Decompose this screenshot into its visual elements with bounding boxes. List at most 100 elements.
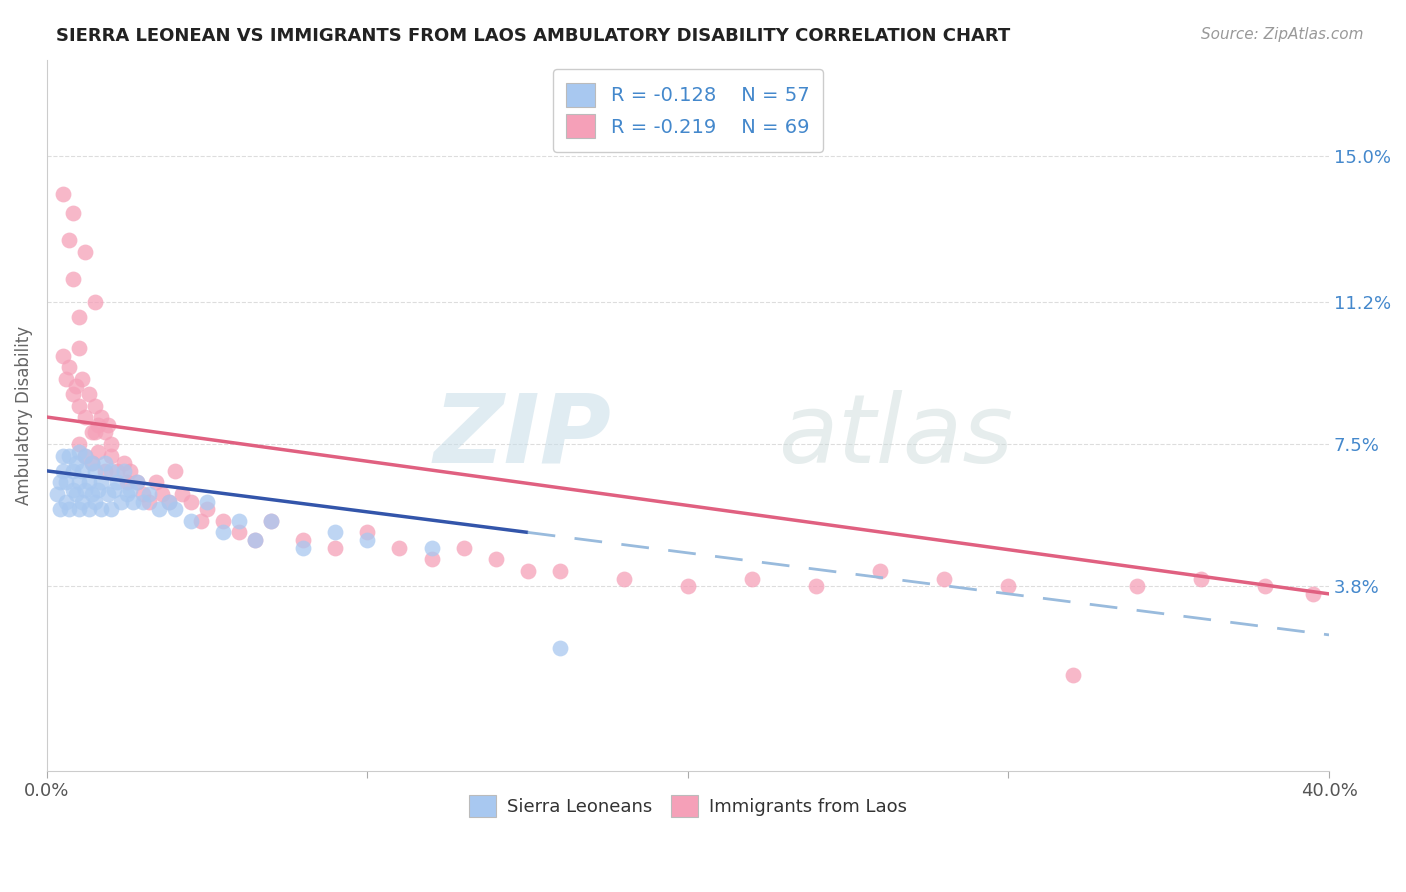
Point — [70, 371, 93, 385]
Point — [75, 244, 97, 259]
Point — [100, 449, 122, 463]
Point — [75, 449, 97, 463]
Point — [84, 399, 107, 413]
Point — [67, 502, 90, 516]
Point — [100, 437, 122, 451]
Point — [65, 379, 87, 393]
Point — [80, 456, 103, 470]
Point — [70, 464, 93, 478]
Point — [112, 464, 135, 478]
Point — [195, 502, 218, 516]
Point — [212, 525, 235, 540]
Point — [132, 487, 155, 501]
Point — [157, 494, 180, 508]
Point — [77, 475, 100, 490]
Point — [356, 533, 378, 547]
Point — [453, 541, 475, 555]
Point — [115, 487, 138, 501]
Point — [1062, 667, 1084, 681]
Point — [122, 494, 145, 508]
Point — [58, 502, 80, 516]
Point — [75, 410, 97, 425]
Point — [90, 475, 112, 490]
Point — [67, 444, 90, 458]
Point — [245, 533, 267, 547]
Point — [228, 514, 250, 528]
Point — [90, 410, 112, 425]
Point — [100, 502, 122, 516]
Point — [112, 456, 135, 470]
Point — [70, 494, 93, 508]
Point — [77, 502, 100, 516]
Point — [107, 475, 129, 490]
Point — [125, 475, 148, 490]
Point — [84, 294, 107, 309]
Point — [548, 564, 571, 578]
Point — [48, 475, 70, 490]
Point — [934, 572, 956, 586]
Point — [292, 533, 315, 547]
Point — [676, 579, 699, 593]
Point — [55, 475, 77, 490]
Point — [84, 464, 107, 478]
Point — [869, 564, 891, 578]
Point — [165, 464, 187, 478]
Point — [157, 494, 180, 508]
Text: Source: ZipAtlas.com: Source: ZipAtlas.com — [1201, 27, 1364, 42]
Point — [65, 487, 87, 501]
Point — [420, 541, 443, 555]
Point — [67, 341, 90, 355]
Point — [67, 475, 90, 490]
Point — [55, 371, 77, 385]
Text: SIERRA LEONEAN VS IMMIGRANTS FROM LAOS AMBULATORY DISABILITY CORRELATION CHART: SIERRA LEONEAN VS IMMIGRANTS FROM LAOS A… — [56, 27, 1011, 45]
Point — [260, 514, 283, 528]
Point — [1302, 587, 1324, 601]
Point — [420, 552, 443, 566]
Point — [292, 541, 315, 555]
Point — [997, 579, 1019, 593]
Point — [87, 417, 110, 432]
Point — [1125, 579, 1147, 593]
Point — [52, 187, 75, 202]
Point — [195, 494, 218, 508]
Point — [150, 487, 173, 501]
Point — [87, 444, 110, 458]
Point — [125, 475, 148, 490]
Point — [613, 572, 636, 586]
Text: atlas: atlas — [778, 390, 1012, 483]
Point — [75, 483, 97, 497]
Point — [228, 525, 250, 540]
Point — [48, 502, 70, 516]
Point — [52, 349, 75, 363]
Point — [180, 514, 202, 528]
Point — [138, 494, 160, 508]
Point — [1254, 579, 1277, 593]
Point — [138, 487, 160, 501]
Point — [356, 525, 378, 540]
Point — [62, 271, 84, 285]
Point — [97, 487, 120, 501]
Point — [120, 483, 142, 497]
Point — [58, 360, 80, 375]
Point — [45, 487, 67, 501]
Point — [325, 525, 347, 540]
Point — [75, 449, 97, 463]
Point — [62, 206, 84, 220]
Point — [100, 464, 122, 478]
Point — [804, 579, 827, 593]
Point — [145, 475, 167, 490]
Point — [58, 233, 80, 247]
Point — [62, 483, 84, 497]
Point — [67, 437, 90, 451]
Point — [190, 514, 212, 528]
Point — [84, 494, 107, 508]
Legend: Sierra Leoneans, Immigrants from Laos: Sierra Leoneans, Immigrants from Laos — [460, 786, 915, 826]
Point — [93, 456, 115, 470]
Point — [93, 425, 115, 440]
Point — [77, 387, 100, 401]
Point — [97, 417, 120, 432]
Point — [90, 502, 112, 516]
Point — [107, 464, 129, 478]
Point — [62, 464, 84, 478]
Point — [120, 464, 142, 478]
